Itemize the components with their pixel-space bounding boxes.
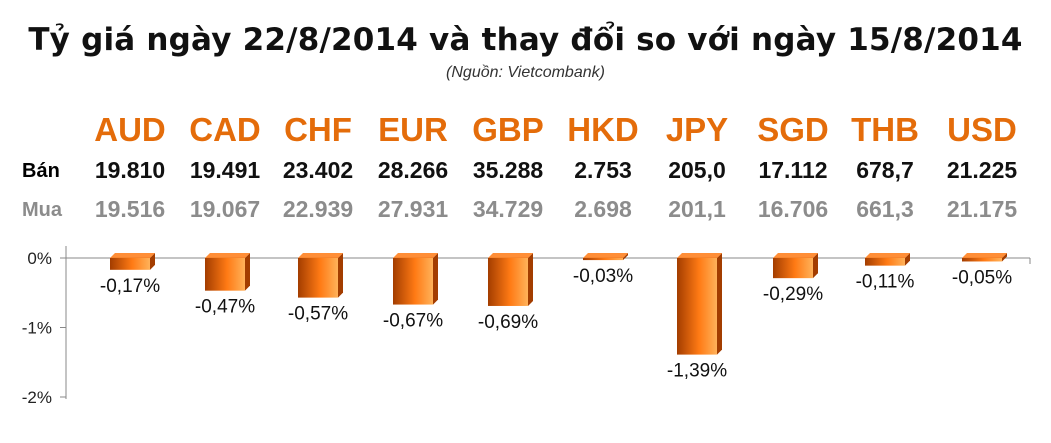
bar-top: [865, 253, 910, 258]
bar-side: [338, 253, 343, 298]
bar-usd: -0,05%: [952, 253, 1012, 288]
sell-rate: 19.810: [95, 157, 165, 183]
currency-code: GBP: [472, 111, 544, 148]
bar-side: [813, 253, 818, 279]
sell-rate: 678,7: [856, 157, 914, 183]
bar-front: [393, 258, 433, 305]
sell-rate: 205,0: [668, 157, 726, 183]
chart-title: Tỷ giá ngày 22/8/2014 và thay đổi so với…: [28, 22, 1023, 58]
buy-rate: 201,1: [668, 196, 726, 222]
bar-top: [962, 253, 1007, 258]
bar-front: [677, 258, 717, 355]
bar-front: [110, 258, 150, 270]
bar-front: [205, 258, 245, 291]
currency-code: HKD: [567, 111, 639, 148]
currency-code: USD: [947, 111, 1017, 148]
currency-code: JPY: [666, 111, 728, 148]
currency-table: AUD 19.810 19.516 CAD 19.491 19.067 CHF 23.402 2…: [94, 111, 1017, 222]
y-tick-label: -2%: [22, 388, 52, 407]
buy-rate: 19.067: [190, 196, 260, 222]
y-tick-label: -1%: [22, 319, 52, 338]
data-label: -1,39%: [667, 361, 727, 382]
bar-side: [905, 253, 910, 266]
bar-eur: -0,67%: [383, 253, 443, 332]
bar-cad: -0,47%: [195, 253, 255, 318]
buy-rate: 34.729: [473, 196, 543, 222]
bar-side: [245, 253, 250, 291]
bar-top: [393, 253, 438, 258]
currency-code: EUR: [378, 111, 448, 148]
bar-front: [865, 258, 905, 266]
sell-rate: 19.491: [190, 157, 261, 183]
bar-top: [677, 253, 722, 258]
bar-series: -0,17% -0,47% -0,57% -0,67% -0,69% -0,03% -1,3…: [100, 253, 1012, 382]
bar-top: [773, 253, 818, 258]
bar-side: [717, 253, 722, 355]
data-label: -0,29%: [763, 284, 823, 305]
bar-top: [205, 253, 250, 258]
buy-rate: 661,3: [856, 196, 914, 222]
currency-code: CAD: [189, 111, 261, 148]
data-label: -0,17%: [100, 276, 160, 297]
sell-rate: 23.402: [283, 157, 353, 183]
sell-rate: 21.225: [947, 157, 1018, 183]
row-label-sell: Bán: [22, 160, 60, 182]
bar-top: [488, 253, 533, 258]
currency-code: THB: [851, 111, 919, 148]
buy-rate: 16.706: [758, 196, 828, 222]
chart-subtitle: (Nguồn: Vietcombank): [446, 64, 605, 81]
data-label: -0,69%: [478, 312, 538, 333]
bar-top: [298, 253, 343, 258]
sell-rate: 17.112: [758, 157, 827, 183]
bar-sgd: -0,29%: [763, 253, 823, 305]
bar-top: [583, 253, 628, 258]
bar-aud: -0,17%: [100, 253, 160, 297]
sell-rate: 28.266: [378, 157, 448, 183]
data-label: -0,47%: [195, 297, 255, 318]
bar-side: [623, 253, 628, 261]
row-label-buy: Mua: [22, 199, 63, 221]
bar-front: [583, 258, 623, 261]
buy-rate: 19.516: [95, 196, 165, 222]
buy-rate: 27.931: [378, 196, 449, 222]
sell-rate: 35.288: [473, 157, 544, 183]
bar-top: [110, 253, 155, 258]
bar-side: [1002, 253, 1007, 262]
bar-front: [962, 258, 1002, 262]
data-label: -0,11%: [856, 272, 915, 293]
bar-side: [150, 253, 155, 270]
bar-jpy: -1,39%: [667, 253, 727, 382]
y-tick-label: 0%: [27, 249, 52, 268]
data-label: -0,67%: [383, 311, 443, 332]
buy-rate: 2.698: [574, 196, 632, 222]
bar-thb: -0,11%: [856, 253, 915, 293]
bar-front: [488, 258, 528, 306]
currency-code: CHF: [284, 111, 352, 148]
buy-rate: 22.939: [283, 196, 353, 222]
data-label: -0,57%: [288, 304, 348, 325]
buy-rate: 21.175: [947, 196, 1018, 222]
bar-front: [298, 258, 338, 298]
data-label: -0,03%: [573, 266, 633, 287]
data-label: -0,05%: [952, 267, 1012, 288]
bar-gbp: -0,69%: [478, 253, 538, 333]
bar-front: [773, 258, 813, 279]
bar-hkd: -0,03%: [573, 253, 633, 287]
sell-rate: 2.753: [574, 157, 632, 183]
currency-code: AUD: [94, 111, 166, 148]
currency-code: SGD: [757, 111, 829, 148]
bar-chf: -0,57%: [288, 253, 348, 325]
bar-side: [528, 253, 533, 306]
bar-side: [433, 253, 438, 305]
